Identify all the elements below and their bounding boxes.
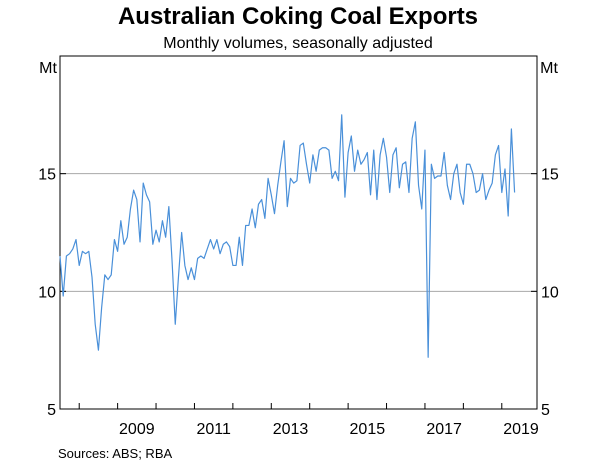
x-tick-label-2009: 2009: [119, 421, 155, 438]
x-tick-label-2019: 2019: [503, 421, 539, 438]
y-tick-label-left-15: 15: [38, 167, 56, 184]
x-axis-ticks: [78, 403, 503, 409]
left-axis-unit: Mt: [39, 60, 57, 77]
x-axis-labels: 2009 2011 2013 2015 2017 2019: [119, 421, 539, 438]
grid-lines: [60, 173, 537, 410]
plot-frame: [59, 55, 538, 410]
source-note: Sources: ABS; RBA: [58, 446, 172, 461]
y-tick-label-right-10: 10: [541, 284, 559, 301]
x-tick-label-2015: 2015: [350, 421, 386, 438]
y-tick-label-left-10: 10: [38, 284, 56, 301]
y-tick-label-right-5: 5: [541, 402, 550, 419]
x-tick-label-2013: 2013: [273, 421, 309, 438]
chart-subtitle: Monthly volumes, seasonally adjusted: [163, 35, 432, 52]
series-line: [59, 114, 516, 358]
x-tick-label-2017: 2017: [426, 421, 462, 438]
x-tick-label-2011: 2011: [196, 421, 231, 438]
y-tick-label-right-15: 15: [541, 167, 559, 184]
y-tick-label-left-5: 5: [47, 402, 56, 419]
chart-title: Australian Coking Coal Exports: [118, 3, 478, 30]
right-axis-unit: Mt: [540, 60, 558, 77]
y-axis-labels: 5 5 10 10 15 15: [38, 167, 559, 419]
